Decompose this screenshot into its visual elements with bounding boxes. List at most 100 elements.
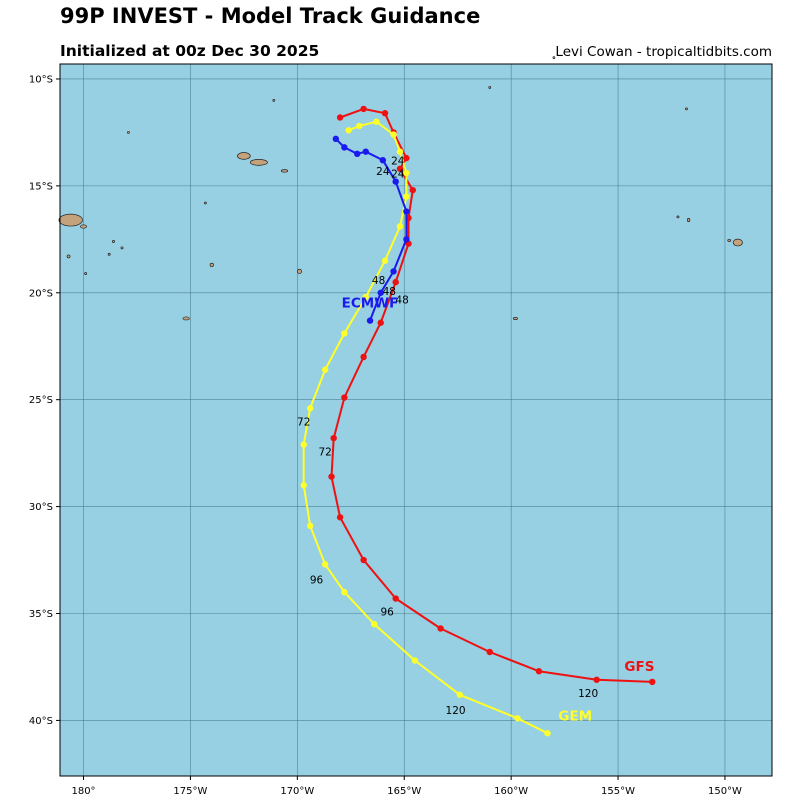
island bbox=[209, 262, 214, 268]
track-point-gfs bbox=[535, 668, 543, 675]
track-point-gem bbox=[456, 691, 464, 698]
model-label-gem: GEM bbox=[558, 708, 592, 724]
forecast-hour-label: 24 bbox=[376, 166, 390, 178]
track-point-gfs bbox=[396, 165, 404, 172]
latitude-tick-label: 15°S bbox=[29, 181, 53, 192]
forecast-hour-label: 120 bbox=[446, 705, 466, 717]
forecast-hour-label: 72 bbox=[297, 416, 310, 428]
track-point-gem bbox=[341, 330, 348, 337]
island bbox=[732, 238, 743, 247]
latitude-tick-label: 40°S bbox=[29, 716, 53, 727]
island bbox=[727, 238, 732, 242]
track-point-gfs bbox=[360, 353, 367, 361]
track-point-gem bbox=[403, 193, 410, 200]
island bbox=[488, 86, 492, 89]
track-point-gfs bbox=[409, 186, 416, 194]
latitude-tick-label: 35°S bbox=[29, 609, 53, 620]
track-point-ecmwf bbox=[341, 144, 348, 151]
ocean-background bbox=[59, 63, 773, 777]
track-point-gem bbox=[373, 118, 380, 125]
track-point-gfs bbox=[381, 109, 389, 117]
track-point-ecmwf bbox=[362, 148, 369, 155]
track-point-ecmwf bbox=[392, 178, 399, 185]
track-point-gem bbox=[306, 522, 314, 530]
track-point-gfs bbox=[360, 556, 367, 564]
credit-text: Levi Cowan - tropicaltidbits.com bbox=[555, 44, 772, 60]
island bbox=[80, 224, 87, 229]
track-point-ecmwf bbox=[332, 135, 340, 143]
island-layer bbox=[58, 56, 743, 321]
track-point-gem bbox=[396, 148, 404, 155]
track-point-gfs bbox=[336, 114, 344, 121]
track-point-gfs bbox=[486, 648, 493, 656]
island bbox=[58, 213, 83, 227]
forecast-hour-label: 96 bbox=[310, 575, 324, 587]
model-label-ecmwf: ECMWF bbox=[342, 296, 399, 312]
track-point-gem bbox=[390, 131, 397, 138]
track-point-gem bbox=[362, 293, 369, 301]
forecast-hour-label: 72 bbox=[318, 446, 331, 458]
forecast-hour-label: 48 bbox=[395, 294, 408, 306]
island bbox=[296, 268, 302, 274]
init-time-subtitle: Initialized at 00z Dec 30 2025 bbox=[60, 42, 320, 60]
page-title: 99P INVEST - Model Track Guidance bbox=[60, 4, 481, 28]
island bbox=[676, 215, 680, 219]
island bbox=[249, 159, 268, 166]
forecast-hour-label: 24 bbox=[391, 155, 405, 167]
track-point-gem bbox=[403, 169, 410, 177]
track-point-gfs bbox=[328, 473, 335, 480]
longitude-tick-label: 160°W bbox=[494, 786, 528, 797]
island bbox=[107, 252, 111, 256]
track-point-gem bbox=[514, 715, 521, 722]
island bbox=[204, 201, 207, 205]
island bbox=[66, 254, 71, 259]
track-point-gfs bbox=[341, 394, 348, 401]
island bbox=[686, 218, 691, 223]
track-point-gem bbox=[321, 561, 329, 568]
map-frame bbox=[59, 63, 773, 777]
forecast-hour-label: 48 bbox=[372, 275, 385, 287]
track-point-ecmwf bbox=[403, 236, 410, 243]
track-point-ecmwf bbox=[366, 317, 374, 324]
track-point-gem bbox=[381, 257, 389, 264]
island bbox=[237, 152, 251, 160]
island bbox=[182, 316, 190, 321]
latitude-tick-label: 30°S bbox=[29, 502, 53, 513]
track-point-ecmwf bbox=[354, 150, 361, 158]
track-point-gem bbox=[341, 588, 348, 596]
track-point-gem bbox=[544, 730, 551, 737]
track-point-gfs bbox=[392, 278, 399, 286]
track-point-gem bbox=[345, 127, 352, 134]
island bbox=[84, 272, 88, 275]
island bbox=[120, 246, 124, 250]
island bbox=[685, 107, 688, 111]
track-point-gem bbox=[411, 657, 419, 664]
island bbox=[280, 169, 289, 173]
island bbox=[552, 56, 556, 59]
latitude-tick-label: 20°S bbox=[29, 288, 53, 299]
latitude-tick-label: 25°S bbox=[29, 395, 53, 406]
longitude-tick-label: 150°W bbox=[708, 786, 742, 797]
track-point-gem bbox=[371, 620, 378, 628]
track-point-gem bbox=[356, 122, 363, 130]
track-point-gem bbox=[321, 366, 329, 373]
track-point-gem bbox=[396, 223, 404, 230]
forecast-hour-label: 96 bbox=[380, 607, 394, 619]
track-point-gfs bbox=[437, 625, 444, 632]
model-label-gfs: GFS bbox=[624, 659, 654, 675]
track-point-ecmwf bbox=[377, 289, 384, 296]
longitude-tick-label: 175°W bbox=[173, 786, 207, 797]
track-point-ecmwf bbox=[403, 208, 410, 215]
track-gem bbox=[300, 118, 551, 737]
track-point-gfs bbox=[330, 434, 337, 442]
track-point-gem bbox=[300, 441, 307, 448]
track-point-gem bbox=[300, 482, 307, 489]
axis-ticks: 180° 175°W 170°W 165°W 160°W 155°W 150°W 10°S 15… bbox=[29, 74, 742, 797]
track-point-gem bbox=[306, 405, 314, 412]
track-ecmwf bbox=[332, 135, 410, 324]
track-point-ecmwf bbox=[390, 268, 397, 275]
longitude-tick-label: 165°W bbox=[387, 786, 421, 797]
longitude-tick-label: 180° bbox=[71, 786, 95, 797]
